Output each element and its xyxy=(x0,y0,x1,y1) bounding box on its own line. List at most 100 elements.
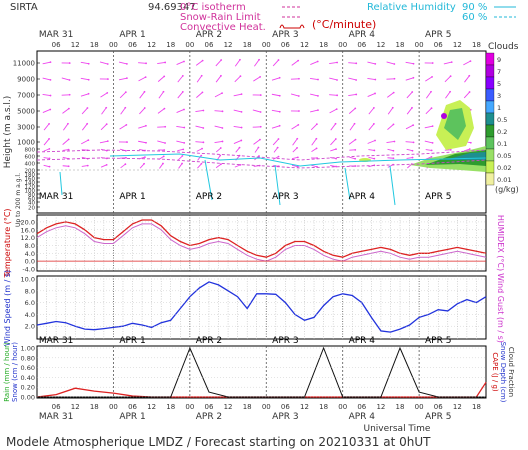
y-tick: 8.0 xyxy=(25,242,35,250)
day-label: APR 3 xyxy=(272,336,298,346)
height-tick: 1000 xyxy=(17,139,35,147)
colorbar-swatch xyxy=(485,76,495,90)
height-tick: 9000 xyxy=(17,76,35,84)
wind-arrow xyxy=(43,138,50,146)
day-label: APR 2 xyxy=(196,192,222,202)
windspeed-ylabel: Wind Speed (m / s) xyxy=(3,270,12,346)
day-label: APR 3 xyxy=(272,192,298,202)
day-label: APR 3 xyxy=(272,412,298,422)
y-tick: 10.0 xyxy=(21,276,35,284)
footer-text: Modele Atmospherique LMDZ / Forecast sta… xyxy=(6,435,431,449)
rh-contour xyxy=(109,153,487,167)
wind-arrow xyxy=(272,59,279,67)
wind-arrow xyxy=(43,148,50,152)
hour-label: 18 xyxy=(472,403,481,411)
height-tick: 11000 xyxy=(13,60,35,68)
y-tick: 0.60 xyxy=(21,364,35,372)
wind-arrow xyxy=(234,59,241,67)
wind-arrow xyxy=(386,141,395,143)
hour-label: 00 xyxy=(185,41,194,49)
top-hour-labels: 06 12 18 00 06 12 18 00 06 12 18 00 06 12 18 00 06 12 18 00… xyxy=(52,41,481,49)
wind-arrow xyxy=(157,76,165,82)
wind-arrow xyxy=(406,148,413,152)
legend-swatches xyxy=(279,6,516,29)
wind-arrow xyxy=(464,75,470,83)
wind-arrow xyxy=(159,163,164,169)
wind-arrow xyxy=(43,157,50,159)
hour-label: 06 xyxy=(204,41,213,49)
day-label: APR 2 xyxy=(196,412,222,422)
wind-arrow xyxy=(349,156,356,160)
height-tick: 180 xyxy=(25,173,36,179)
colorbar-swatch xyxy=(485,88,495,102)
wind-arrow xyxy=(406,107,413,115)
colorbar-label: 1 xyxy=(497,104,501,112)
hour-label: 18 xyxy=(319,41,328,49)
colorbar-label: 0.05 xyxy=(497,152,511,160)
wind-arrow xyxy=(368,149,375,151)
cloud-core xyxy=(441,113,447,119)
hour-label: 12 xyxy=(147,403,156,411)
wind-arrow xyxy=(157,108,165,114)
wind-arrow xyxy=(80,61,89,65)
day-label: APR 5 xyxy=(425,336,451,346)
wind-arrow xyxy=(80,77,89,81)
wind-arrow xyxy=(42,109,51,113)
wind-arrow xyxy=(367,140,376,144)
y-tick: 0.40 xyxy=(21,374,35,382)
day-label: APR 5 xyxy=(425,192,451,202)
height-tick: 3000 xyxy=(17,124,35,132)
snowdepth-ylabel: Snow Depth (cm) xyxy=(499,342,507,403)
colorbar-label: 0.5 xyxy=(497,116,507,124)
humidex-ylabel: HUMIDEX (°C) xyxy=(496,215,505,271)
colorbar-swatch xyxy=(485,136,495,150)
wind-arrow xyxy=(348,62,357,64)
wind-arrow xyxy=(118,77,127,81)
hour-label: 12 xyxy=(71,41,80,49)
hour-label: 00 xyxy=(185,403,194,411)
wind-arrow xyxy=(424,125,433,129)
y-tick: 6.0 xyxy=(25,299,35,307)
colorbar-label: 0.02 xyxy=(497,164,511,172)
rain-panel: 1.000.80 0.60 0.40 0.20 0.00 Rain (mm / hour… xyxy=(3,342,515,403)
hour-label: 18 xyxy=(166,403,175,411)
cloud-panel-ylabel-low: Up to 200 m a.g.l. xyxy=(15,173,22,227)
wind-arrow xyxy=(291,156,298,160)
hour-label: 12 xyxy=(453,403,462,411)
colorbar-swatch xyxy=(485,64,495,78)
wind-arrow xyxy=(43,123,50,131)
hour-label: 12 xyxy=(147,41,156,49)
clouds-title: Clouds xyxy=(488,42,519,52)
colorbar-swatch xyxy=(485,148,495,162)
height-tick: 5000 xyxy=(17,108,35,116)
wind-arrow xyxy=(310,77,319,81)
height-tick: 80 xyxy=(28,193,35,199)
hour-label: 00 xyxy=(109,41,118,49)
day-label: APR 4 xyxy=(349,336,376,346)
wind-arrow xyxy=(42,77,51,81)
y-tick: 20.0 xyxy=(21,218,35,226)
hour-label: 06 xyxy=(52,403,61,411)
wind-arrow xyxy=(443,61,452,65)
wind-arrow xyxy=(330,138,337,146)
wind-arrow xyxy=(348,94,357,96)
wind-arrow xyxy=(425,156,432,160)
wind-arrow xyxy=(62,156,69,160)
colorbar-swatch xyxy=(485,52,495,66)
wind-arrow xyxy=(311,138,317,146)
y-tick: 12.0 xyxy=(21,234,35,242)
colorbar-label: 0.1 xyxy=(497,140,507,148)
y-tick: -4.0 xyxy=(22,266,35,274)
y-tick: 1.00 xyxy=(21,345,35,353)
hour-label: 18 xyxy=(90,41,99,49)
hour-label: 06 xyxy=(52,41,61,49)
convective-unit: (°C/minute) xyxy=(312,18,376,31)
cape-ylabel: CAPE (J / g) xyxy=(491,352,499,392)
height-tick: 7000 xyxy=(17,92,35,100)
hour-label: 12 xyxy=(453,41,462,49)
hour-label: 00 xyxy=(262,403,271,411)
height-tick: 100 xyxy=(25,189,36,195)
y-tick: 4.0 xyxy=(25,250,35,258)
series-line xyxy=(36,223,487,262)
